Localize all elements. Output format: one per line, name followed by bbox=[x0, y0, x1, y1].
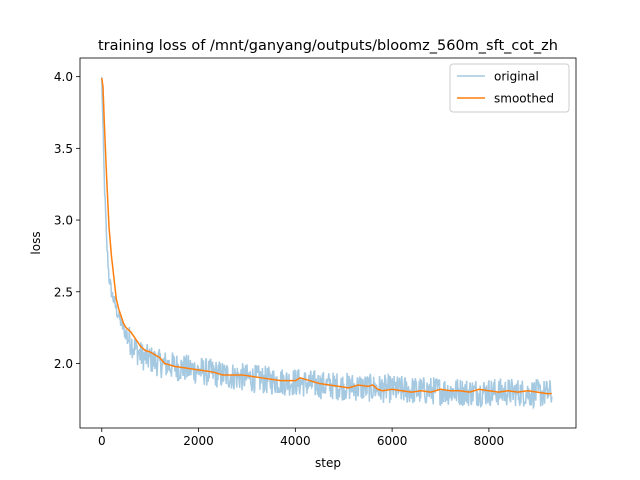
legend-label-smoothed: smoothed bbox=[494, 92, 554, 106]
legend-box bbox=[449, 63, 570, 113]
series-layer bbox=[101, 77, 553, 410]
legend-label-original: original bbox=[494, 70, 539, 84]
y-tick-label: 4.0 bbox=[54, 70, 73, 84]
y-axis-label: loss bbox=[29, 231, 43, 254]
axes-layer: 0 2000 4000 6000 8000 2.0 2.5 3.0 3.5 4.0 bbox=[54, 57, 577, 448]
x-tick-label: 2000 bbox=[183, 434, 214, 448]
x-tick-label: 4000 bbox=[280, 434, 311, 448]
x-axis-label: step bbox=[315, 456, 341, 470]
x-tick-label: 8000 bbox=[474, 434, 505, 448]
x-tick-label: 6000 bbox=[377, 434, 408, 448]
legend: original smoothed bbox=[449, 63, 570, 113]
y-tick-label: 3.5 bbox=[54, 142, 73, 156]
chart-title: training loss of /mnt/ganyang/outputs/bl… bbox=[98, 38, 558, 54]
y-tick-label: 2.5 bbox=[54, 285, 73, 299]
series-original-line bbox=[101, 77, 553, 410]
y-tick-label: 2.0 bbox=[54, 357, 73, 371]
plot-frame bbox=[79, 57, 577, 429]
y-tick-label: 3.0 bbox=[54, 214, 73, 228]
series-smoothed-line bbox=[101, 77, 552, 395]
x-tick-label: 0 bbox=[98, 434, 106, 448]
